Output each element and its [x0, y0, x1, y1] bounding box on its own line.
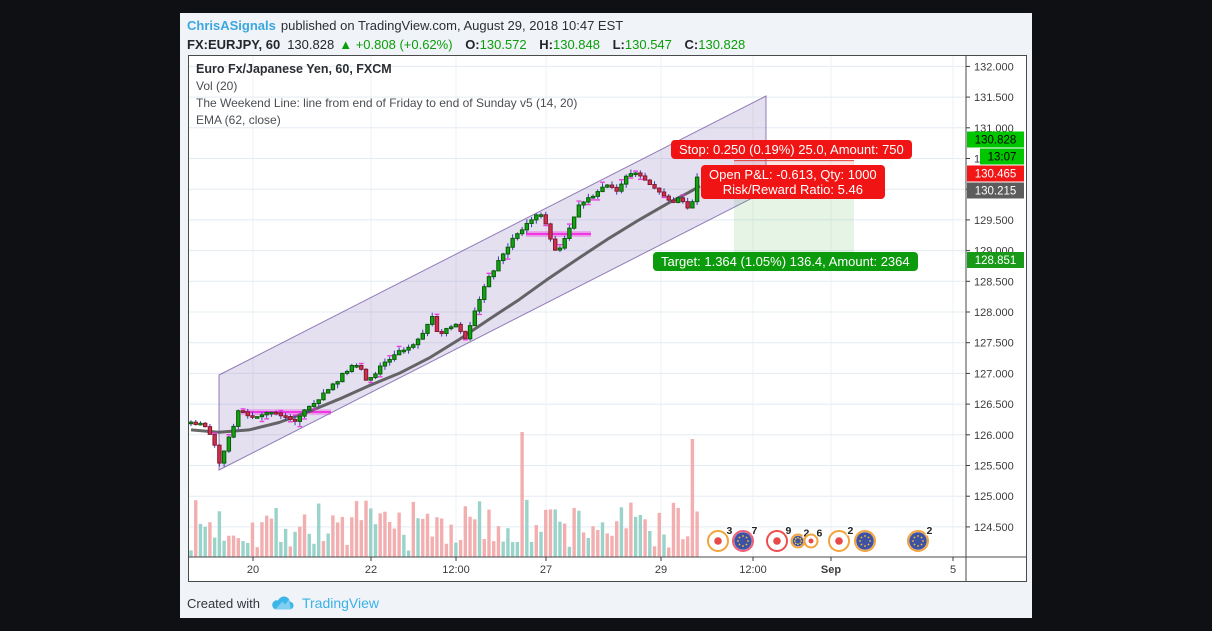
price-tags: 130.828 13:07 130.465 130.215 128.851 — [967, 131, 1024, 268]
tradingview-snapshot-panel: ChrisASignals published on TradingView.co… — [180, 13, 1032, 618]
svg-text:128.000: 128.000 — [974, 307, 1014, 319]
high-value: 130.848 — [552, 37, 600, 52]
high-label: H: — [539, 37, 553, 52]
grid — [189, 56, 966, 557]
event-flag-eu-icon[interactable]: 7 — [732, 524, 759, 552]
ticker-change: +0.808 (+0.62%) — [355, 37, 453, 52]
tradingview-logo — [272, 595, 294, 610]
last-price-tag: 130.828 — [967, 131, 1024, 148]
stop-price-tag: 130.465 — [967, 165, 1024, 182]
close-label: C: — [684, 37, 699, 52]
ticker-last-price: 130.828 — [287, 37, 335, 52]
svg-text:Sep: Sep — [821, 564, 841, 576]
weekend-lines — [241, 231, 591, 416]
svg-text:22: 22 — [365, 564, 377, 576]
chart-area[interactable]: 124.500 125.000 125.500 126.000 126.500 127.0… — [188, 55, 1027, 582]
svg-text:2: 2 — [848, 525, 854, 537]
svg-text:5: 5 — [950, 564, 956, 576]
svg-text:2: 2 — [804, 527, 810, 539]
event-flag-eu-icon[interactable]: 2 — [907, 524, 934, 552]
svg-text:3: 3 — [727, 525, 733, 537]
target-order-label[interactable]: Target: 1.364 (1.05%) 136.4, Amount: 236… — [653, 252, 918, 271]
svg-text:127.000: 127.000 — [974, 368, 1014, 380]
svg-text:125.500: 125.500 — [974, 461, 1014, 473]
ema-line — [190, 184, 701, 434]
up-arrow-icon: ▲ — [339, 37, 353, 52]
svg-text:6: 6 — [817, 527, 823, 539]
author-link[interactable]: ChrisASignals — [187, 18, 276, 33]
ema-price-tag: 130.215 — [967, 182, 1024, 199]
volume-series — [189, 432, 699, 557]
publish-bar: ChrisASignals published on TradingView.co… — [187, 18, 623, 33]
time-axis-labels[interactable]: 20 22 12:00 27 29 12:00 Sep 5 — [247, 557, 956, 576]
svg-text:29: 29 — [655, 564, 667, 576]
svg-text:7: 7 — [752, 525, 758, 537]
tradingview-brand-link[interactable]: TradingView — [301, 595, 380, 611]
close-value: 130.828 — [698, 37, 746, 52]
publish-text: published on TradingView.com, August 29,… — [280, 18, 624, 33]
svg-text:13:07: 13:07 — [988, 152, 1017, 164]
event-flag-jp-icon[interactable]: 3 — [707, 524, 734, 552]
stop-order-label[interactable]: Stop: 0.250 (0.19%) 25.0, Amount: 750 — [671, 140, 912, 159]
open-pnl-line: Open P&L: -0.613, Qty: 1000 — [709, 167, 877, 182]
svg-text:128.500: 128.500 — [974, 276, 1014, 288]
svg-text:130.215: 130.215 — [975, 186, 1017, 198]
risk-reward-line: Risk/Reward Ratio: 5.46 — [722, 182, 863, 197]
open-label: O: — [465, 37, 480, 52]
svg-text:126.500: 126.500 — [974, 399, 1014, 411]
low-label: L: — [612, 37, 625, 52]
event-flag-jp-icon[interactable]: 6 — [803, 526, 824, 549]
open-value: 130.572 — [479, 37, 527, 52]
svg-text:132.000: 132.000 — [974, 61, 1014, 73]
svg-text:128.851: 128.851 — [975, 255, 1017, 267]
candlestick-series — [188, 169, 700, 467]
svg-text:125.000: 125.000 — [974, 491, 1014, 503]
svg-text:2: 2 — [927, 525, 933, 537]
bar-countdown-tag: 13:07 — [980, 148, 1024, 165]
event-flag-eu-icon[interactable] — [854, 530, 876, 552]
svg-text:12:00: 12:00 — [739, 564, 767, 576]
svg-text:129.500: 129.500 — [974, 215, 1014, 227]
ticker-symbol[interactable]: FX:EURJPY, 60 — [187, 37, 281, 52]
event-flag-jp-icon[interactable]: 9 — [766, 524, 793, 552]
svg-text:27: 27 — [540, 564, 552, 576]
chart-canvas[interactable]: 124.500 125.000 125.500 126.000 126.500 127.0… — [188, 56, 1026, 581]
svg-text:126.000: 126.000 — [974, 430, 1014, 442]
svg-text:12:00: 12:00 — [442, 564, 470, 576]
open-pnl-label[interactable]: Open P&L: -0.613, Qty: 1000 Risk/Reward … — [701, 165, 885, 199]
svg-text:130.465: 130.465 — [975, 169, 1017, 181]
footer-bar: Created with TradingView — [187, 588, 379, 618]
event-flag-jp-icon[interactable]: 2 — [828, 524, 855, 552]
created-with-text: Created with — [187, 595, 260, 611]
ticker-bar: FX:EURJPY, 60 130.828 ▲ +0.808 (+0.62%) O:… — [187, 37, 745, 52]
low-value: 130.547 — [624, 37, 672, 52]
svg-text:131.500: 131.500 — [974, 92, 1014, 104]
target-price-tag: 128.851 — [967, 252, 1024, 268]
axes — [189, 56, 1026, 581]
svg-text:130.828: 130.828 — [975, 135, 1017, 147]
svg-text:20: 20 — [247, 564, 259, 576]
svg-text:124.500: 124.500 — [974, 522, 1014, 534]
svg-text:127.500: 127.500 — [974, 338, 1014, 350]
svg-text:9: 9 — [786, 525, 792, 537]
